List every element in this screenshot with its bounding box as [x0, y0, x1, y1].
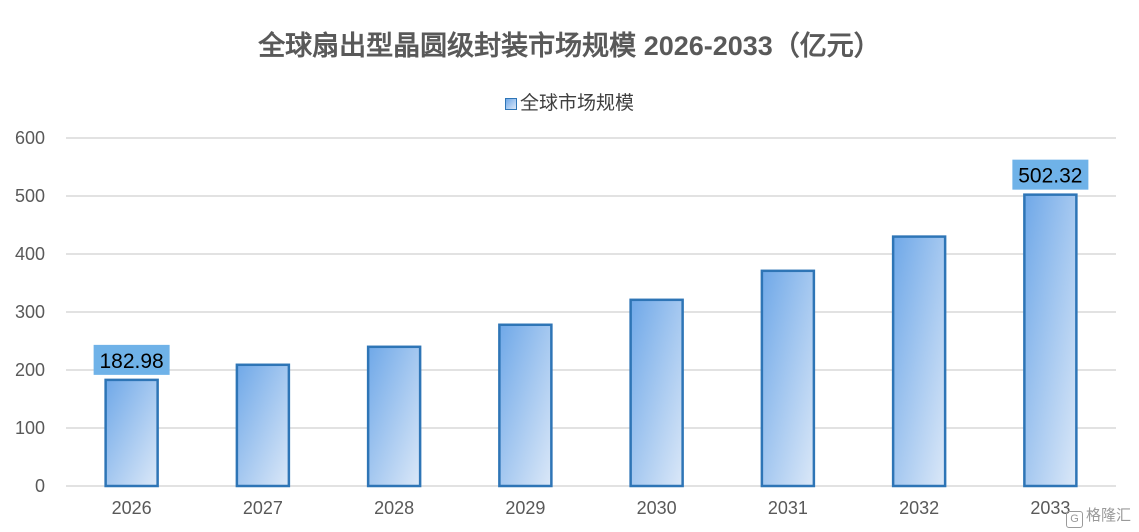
x-tick-label: 2030: [637, 498, 677, 518]
x-tick-label: 2031: [768, 498, 808, 518]
bar: [104, 378, 159, 488]
x-tick-label: 2027: [243, 498, 283, 518]
bar: [760, 269, 816, 488]
x-tick-label: 2028: [374, 498, 414, 518]
x-tick-label: 2032: [899, 498, 939, 518]
data-label: 182.98: [100, 350, 164, 373]
x-tick-label: 2033: [1030, 498, 1070, 518]
bar: [629, 298, 684, 488]
y-tick-label: 300: [15, 302, 45, 322]
watermark-logo-icon: G: [1065, 511, 1083, 528]
legend-swatch: [504, 98, 517, 110]
y-tick-label: 400: [15, 244, 45, 264]
y-tick-label: 0: [35, 476, 45, 496]
data-label-box: [93, 344, 170, 375]
bar: [891, 235, 947, 488]
y-tick-label: 100: [15, 418, 45, 438]
chart-title: 全球扇出型晶圆级封装市场规模 2026-2033（亿元）: [258, 31, 881, 61]
x-tick-label: 2029: [505, 498, 545, 518]
bar: [1023, 193, 1078, 488]
watermark-text: 格隆汇: [1085, 507, 1131, 524]
watermark: G 格隆汇: [1065, 504, 1131, 528]
bar: [235, 363, 291, 488]
x-tick-label: 2026: [112, 498, 152, 518]
data-label-box: [1012, 159, 1089, 190]
bar: [498, 323, 553, 488]
y-tick-label: 500: [15, 186, 45, 206]
bar: [366, 345, 422, 488]
y-tick-label: 200: [15, 360, 45, 380]
y-tick-label: 600: [15, 128, 45, 148]
legend-label: 全球市场规模: [519, 93, 634, 114]
legend: 全球市场规模: [0, 88, 1139, 115]
data-label: 502.32: [1018, 165, 1082, 188]
